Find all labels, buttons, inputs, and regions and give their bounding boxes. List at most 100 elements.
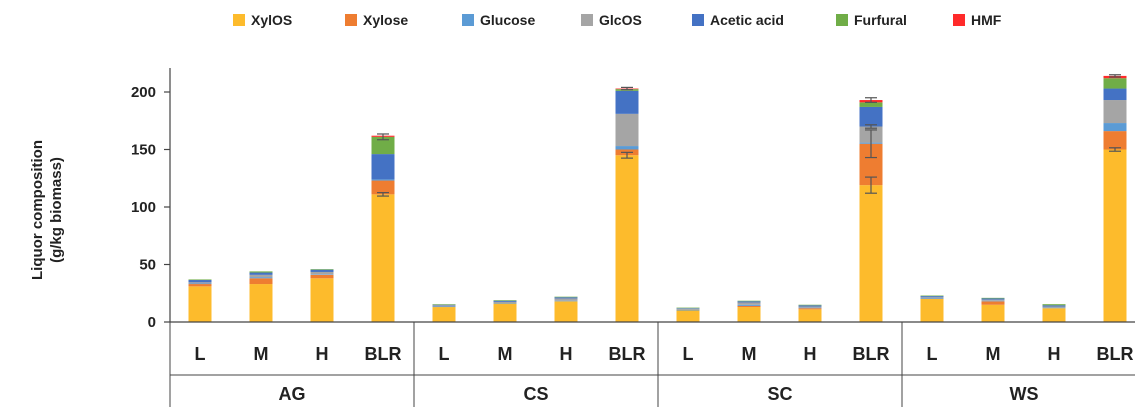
x-tick-label: M xyxy=(254,344,269,364)
bar-glcos xyxy=(920,297,944,299)
legend-swatch-xylose xyxy=(345,14,357,26)
legend: XylOS Xylose Glucose GlcOS Acetic acid Furfur… xyxy=(233,12,1002,28)
bar-xylos xyxy=(554,301,578,322)
bar-furfural xyxy=(737,300,761,302)
y-tick-label: 50 xyxy=(139,257,156,274)
bar-glcos xyxy=(432,305,456,307)
bar-xylos xyxy=(371,194,395,322)
y-axis-label-line: Liquor composition xyxy=(29,140,46,280)
bar-xylos xyxy=(737,307,761,322)
legend-swatch-furfural xyxy=(836,14,848,26)
bar-glucose xyxy=(1103,123,1127,132)
legend-swatch-hmf xyxy=(953,14,965,26)
bars xyxy=(188,75,1127,322)
x-tick-label: L xyxy=(195,344,206,364)
bar-furfural xyxy=(188,279,212,281)
bar-glucose xyxy=(737,304,761,306)
bar-furfural xyxy=(310,269,334,270)
bar-xylos xyxy=(798,309,822,322)
legend-label: GlcOS xyxy=(599,12,642,28)
bar-glcos xyxy=(1042,306,1066,308)
bar-xylos xyxy=(432,307,456,322)
bar-xylose xyxy=(371,180,395,195)
bar-glucose xyxy=(798,307,822,309)
bar-glcos xyxy=(493,301,517,304)
bar-glucose xyxy=(310,274,334,275)
bar-glcos xyxy=(249,274,273,278)
bar-glcos xyxy=(981,299,1005,301)
bar-xylos xyxy=(981,304,1005,322)
x-tick-label: L xyxy=(927,344,938,364)
bar-xylose xyxy=(859,143,883,186)
bar-acetic-acid xyxy=(920,296,944,298)
group-label: CS xyxy=(523,384,548,404)
x-tick-label: BLR xyxy=(853,344,890,364)
bar-furfural xyxy=(249,271,273,273)
y-tick-label: 0 xyxy=(148,314,156,331)
bar-glucose xyxy=(920,298,944,299)
bar-acetic-acid xyxy=(859,106,883,127)
bar-xylose xyxy=(249,278,273,285)
bar-acetic-acid xyxy=(310,269,334,272)
bar-glcos xyxy=(676,308,700,310)
x-tick-label: M xyxy=(498,344,513,364)
x-tick-label: H xyxy=(316,344,329,364)
bar-acetic-acid xyxy=(493,300,517,302)
error-bars xyxy=(377,74,1121,197)
bar-furfural xyxy=(432,304,456,305)
bar-acetic-acid xyxy=(1042,305,1066,307)
group-label: AG xyxy=(279,384,306,404)
y-axis: 0 50 100 150 200 xyxy=(131,68,171,331)
bar-acetic-acid xyxy=(371,154,395,180)
bar-xylose xyxy=(737,305,761,308)
legend-label: HMF xyxy=(971,12,1002,28)
bar-acetic-acid xyxy=(737,301,761,303)
bar-acetic-acid xyxy=(615,90,639,114)
x-tick-label: H xyxy=(560,344,573,364)
x-tick-label: BLR xyxy=(609,344,646,364)
bar-glcos xyxy=(798,306,822,308)
bar-glucose xyxy=(249,277,273,279)
bar-glucose xyxy=(493,303,517,304)
bar-furfural xyxy=(554,296,578,298)
bar-xylos xyxy=(676,310,700,322)
bar-furfural xyxy=(493,300,517,301)
bar-glucose xyxy=(554,300,578,302)
bar-glucose xyxy=(371,179,395,181)
y-axis-label-line: (g/kg biomass) xyxy=(48,157,65,263)
bar-glucose xyxy=(615,146,639,150)
legend-label: Xylose xyxy=(363,12,408,28)
y-tick-label: 150 xyxy=(131,142,156,159)
x-tick-label: H xyxy=(804,344,817,364)
bar-glucose xyxy=(432,306,456,308)
bar-acetic-acid xyxy=(554,297,578,299)
y-tick-label: 200 xyxy=(131,84,156,101)
bar-xylos xyxy=(615,155,639,322)
bar-xylos xyxy=(920,299,944,322)
x-tick-label: BLR xyxy=(365,344,402,364)
bar-acetic-acid xyxy=(432,304,456,306)
legend-label: Acetic acid xyxy=(710,12,784,28)
bar-acetic-acid xyxy=(249,272,273,275)
bar-glucose xyxy=(981,300,1005,302)
x-tick-label: M xyxy=(742,344,757,364)
bar-xylos xyxy=(1042,308,1066,322)
legend-swatch-glcos xyxy=(581,14,593,26)
x-tick-label: L xyxy=(683,344,694,364)
group-label: WS xyxy=(1010,384,1039,404)
bar-glcos xyxy=(737,302,761,305)
bar-acetic-acid xyxy=(188,280,212,283)
bar-furfural xyxy=(859,102,883,107)
bar-xylose xyxy=(310,274,334,279)
bar-furfural xyxy=(981,297,1005,299)
legend-swatch-acetic-acid xyxy=(692,14,704,26)
legend-swatch-xylos xyxy=(233,14,245,26)
bar-xylose xyxy=(188,284,212,287)
bar-xylose xyxy=(798,308,822,310)
bar-xylos xyxy=(188,286,212,322)
bar-xylos xyxy=(859,185,883,322)
x-tick-label: H xyxy=(1048,344,1061,364)
bar-glcos xyxy=(188,282,212,284)
bar-xylos xyxy=(249,284,273,322)
